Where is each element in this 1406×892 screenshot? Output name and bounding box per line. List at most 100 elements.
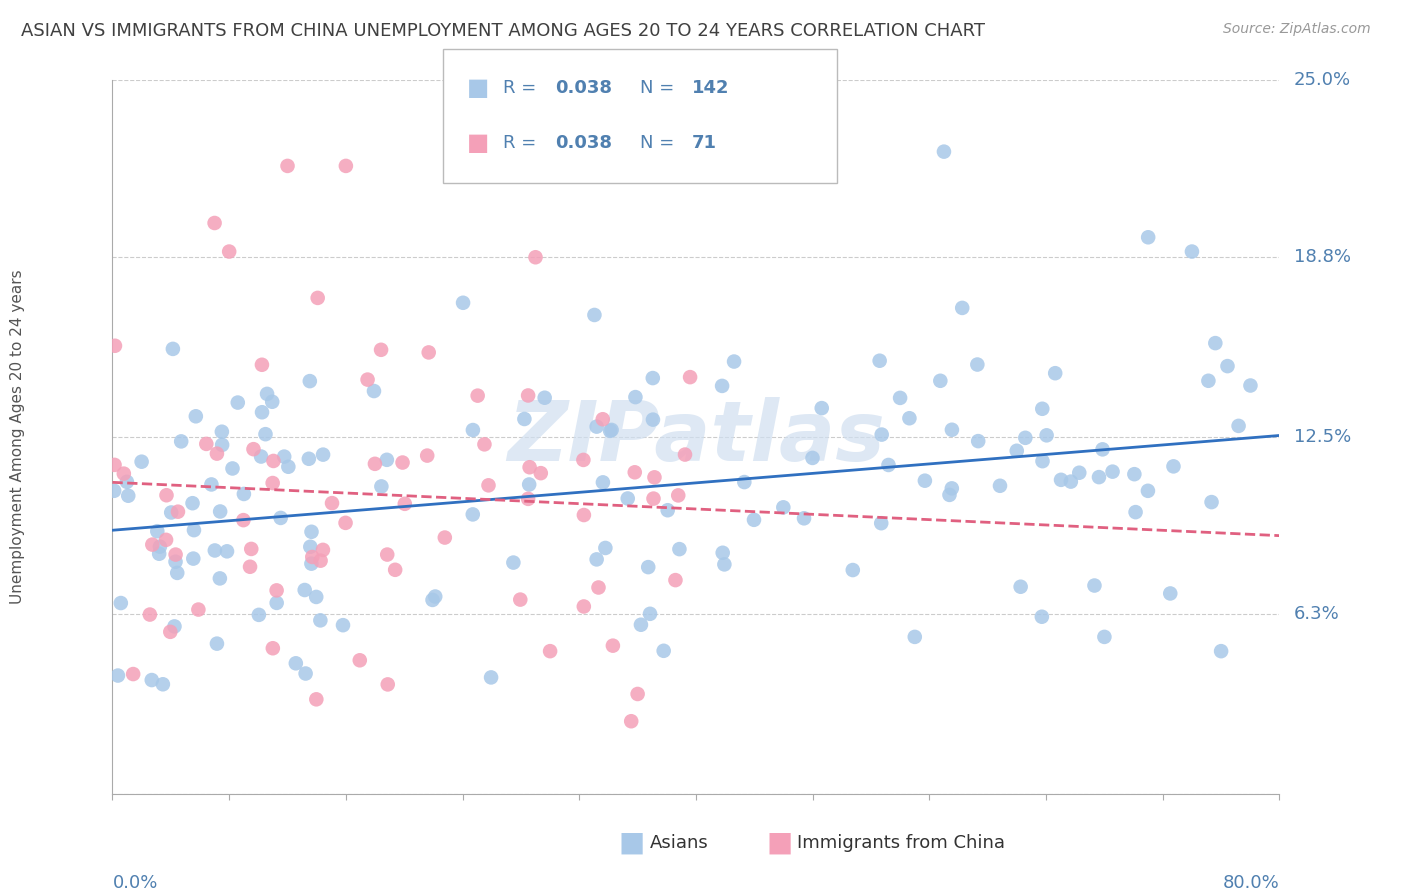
Point <box>509 592 531 607</box>
Point <box>256 387 278 401</box>
Point <box>941 482 963 496</box>
Point <box>183 523 205 537</box>
Point <box>877 458 900 472</box>
Text: R =: R = <box>503 135 543 153</box>
Point <box>141 673 163 687</box>
Point <box>187 602 209 616</box>
Point <box>517 388 540 402</box>
Point <box>160 506 183 520</box>
Point <box>938 488 960 502</box>
Point <box>602 639 624 653</box>
Point <box>195 437 218 451</box>
Point <box>416 449 439 463</box>
Point <box>929 374 952 388</box>
Point <box>641 412 664 426</box>
Point <box>1045 366 1067 380</box>
Point <box>592 412 614 426</box>
Point <box>166 566 188 580</box>
Point <box>204 216 226 230</box>
Point <box>713 558 735 572</box>
Point <box>391 456 413 470</box>
Point <box>941 423 963 437</box>
Point <box>572 508 595 522</box>
Point <box>298 374 321 388</box>
Point <box>1088 470 1111 484</box>
Point <box>103 458 125 472</box>
Point <box>810 401 832 416</box>
Point <box>870 516 893 531</box>
Point <box>1010 580 1032 594</box>
Point <box>266 583 288 598</box>
Point <box>139 607 162 622</box>
Point <box>666 488 689 502</box>
Point <box>1197 374 1219 388</box>
Point <box>842 563 865 577</box>
Text: Immigrants from China: Immigrants from China <box>797 834 1005 852</box>
Point <box>384 563 406 577</box>
Point <box>312 448 335 462</box>
Point <box>583 308 606 322</box>
Point <box>370 343 392 357</box>
Point <box>232 513 254 527</box>
Point <box>1239 378 1261 392</box>
Point <box>652 644 675 658</box>
Point <box>162 342 184 356</box>
Point <box>588 581 610 595</box>
Point <box>572 453 595 467</box>
Point <box>418 345 440 359</box>
Point <box>626 687 648 701</box>
Point <box>242 442 264 457</box>
Point <box>370 479 392 493</box>
Point <box>294 582 316 597</box>
Point <box>155 533 177 547</box>
Point <box>461 423 484 437</box>
Point <box>146 524 169 539</box>
Point <box>772 500 794 515</box>
Point <box>262 394 284 409</box>
Point <box>284 657 307 671</box>
Point <box>524 250 547 264</box>
Point <box>988 479 1011 493</box>
Point <box>966 358 988 372</box>
Point <box>1035 428 1057 442</box>
Text: 142: 142 <box>692 79 730 97</box>
Text: 0.038: 0.038 <box>555 135 613 153</box>
Point <box>375 452 398 467</box>
Point <box>205 447 228 461</box>
Point <box>1123 467 1146 482</box>
Text: Source: ZipAtlas.com: Source: ZipAtlas.com <box>1223 22 1371 37</box>
Text: ■: ■ <box>619 829 645 857</box>
Point <box>332 618 354 632</box>
Point <box>122 667 145 681</box>
Point <box>1137 230 1160 244</box>
Point <box>793 511 815 525</box>
Point <box>247 607 270 622</box>
Point <box>1216 359 1239 373</box>
Point <box>276 159 298 173</box>
Text: ASIAN VS IMMIGRANTS FROM CHINA UNEMPLOYMENT AMONG AGES 20 TO 24 YEARS CORRELATIO: ASIAN VS IMMIGRANTS FROM CHINA UNEMPLOYM… <box>21 22 986 40</box>
Point <box>200 477 222 491</box>
Text: 80.0%: 80.0% <box>1223 874 1279 892</box>
Point <box>115 475 138 489</box>
Point <box>165 548 187 562</box>
Point <box>215 544 238 558</box>
Point <box>159 624 181 639</box>
Point <box>262 454 284 468</box>
Point <box>107 668 129 682</box>
Point <box>451 295 474 310</box>
Point <box>155 488 177 502</box>
Point <box>530 466 553 480</box>
Point <box>870 427 893 442</box>
Point <box>221 461 243 475</box>
Point <box>309 554 332 568</box>
Text: 6.3%: 6.3% <box>1294 605 1340 623</box>
Point <box>364 457 387 471</box>
Text: 0.0%: 0.0% <box>112 874 157 892</box>
Point <box>356 373 378 387</box>
Text: 25.0%: 25.0% <box>1294 71 1351 89</box>
Point <box>1092 630 1115 644</box>
Point <box>898 411 921 425</box>
Point <box>595 541 617 555</box>
Point <box>533 391 555 405</box>
Text: ■: ■ <box>766 829 793 857</box>
